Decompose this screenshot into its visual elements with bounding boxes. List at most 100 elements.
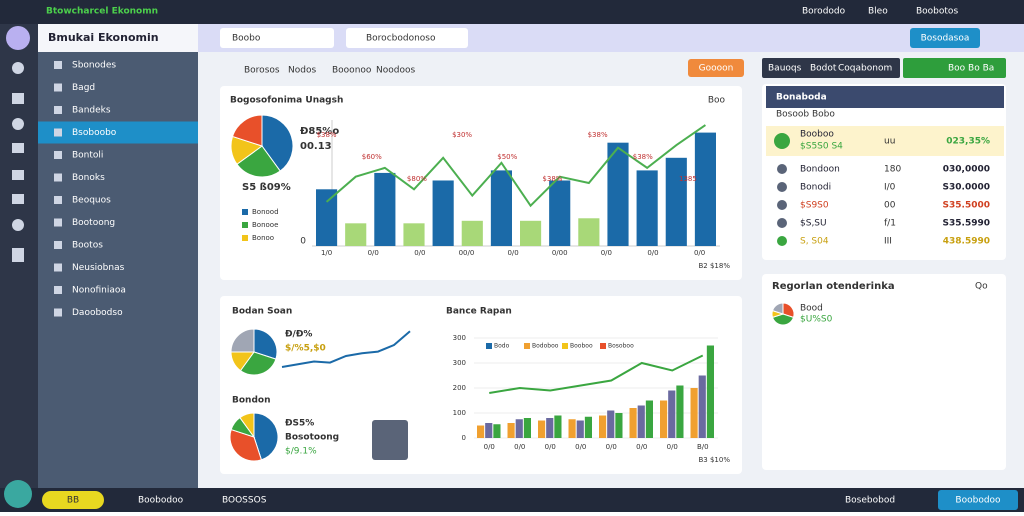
line — [489, 354, 704, 394]
stat: 00.13 — [300, 141, 332, 152]
bar — [645, 400, 653, 438]
card-title: Bondon — [232, 396, 270, 406]
row-icon — [777, 164, 787, 174]
stat: $/%5,$0 — [285, 344, 326, 354]
sidebar-item[interactable]: Beoquos — [72, 196, 111, 206]
topbar — [0, 0, 1024, 24]
bar — [403, 223, 425, 246]
pie-slice — [253, 412, 279, 461]
sidebar-item[interactable]: Bandeks — [72, 106, 111, 116]
bar — [578, 218, 600, 246]
toolbar-select[interactable] — [220, 28, 334, 48]
active-item — [38, 121, 198, 144]
item-icon — [54, 241, 62, 249]
item-icon — [54, 106, 62, 114]
tab[interactable]: Bauoqs — [768, 64, 802, 74]
tab[interactable]: Borosos — [244, 66, 280, 76]
pie-slice — [771, 302, 784, 315]
sidebar-item[interactable]: Daoobodso — [72, 308, 123, 318]
bar-label: $38% — [633, 153, 653, 161]
button-label: Boo Bo Ba — [948, 64, 994, 74]
row-value: 438.5990 — [943, 237, 990, 247]
bar — [694, 132, 716, 246]
pie-slice — [253, 328, 278, 360]
bottom-pill[interactable] — [42, 491, 104, 509]
button-label: Boobodoo — [955, 496, 1001, 506]
sidebar-item[interactable]: Neusiobnas — [72, 263, 125, 273]
sidebar-item[interactable]: Bootos — [72, 241, 103, 251]
bar — [554, 415, 562, 438]
toolbar-button[interactable] — [910, 28, 980, 48]
legend-text: Bodoboo — [532, 343, 559, 350]
stat: S5 ß09% — [242, 182, 291, 193]
search-box[interactable] — [346, 28, 468, 48]
button-label: Bosodasoa — [921, 34, 970, 44]
sidebar-item[interactable]: Bagd — [72, 83, 95, 93]
top-link: Bleo — [868, 7, 888, 17]
sidebar-item[interactable]: Bontoli — [72, 151, 103, 161]
x-tick-label: B/0 — [697, 443, 709, 451]
brand: Btowcharcel Ekonomn — [46, 7, 158, 17]
y-tick-label: 100 — [453, 409, 466, 417]
legend-swatch — [562, 343, 568, 349]
tab[interactable]: Nodos — [288, 66, 316, 76]
bar — [523, 418, 531, 438]
sidebar-title: Bmukai Ekonomin — [48, 31, 159, 44]
bottom-item: Boobodoo — [138, 496, 184, 506]
bar — [629, 408, 637, 438]
item-icon — [54, 218, 62, 227]
toolbar — [198, 24, 1024, 52]
list-header — [766, 86, 1004, 108]
x-tick-label: 0/0 — [575, 443, 586, 451]
card-title: Regorlan otenderinka — [772, 281, 895, 292]
highlight-row — [766, 126, 1004, 156]
legend-swatch — [524, 343, 530, 349]
bar — [660, 400, 668, 438]
x-tick-label: 0/0 — [601, 249, 612, 257]
row-value: S30.0000 — [943, 183, 990, 193]
bar — [515, 419, 523, 438]
right-tabs — [762, 58, 900, 78]
row-name: Bonodi — [800, 183, 831, 193]
bottom-button[interactable] — [938, 490, 1018, 510]
sidebar-item[interactable]: Sbonodes — [72, 61, 116, 71]
stat: $/9.1% — [285, 447, 317, 457]
sidebar-item[interactable]: Nonofiniaoa — [72, 286, 126, 296]
card-menu[interactable]: Qo — [975, 282, 988, 292]
row-icon — [777, 182, 787, 192]
stat: Ð85%o — [300, 126, 339, 137]
tab[interactable]: Booonoo — [332, 66, 372, 76]
right-button[interactable] — [903, 58, 1006, 78]
bar — [493, 424, 501, 438]
bar — [615, 413, 623, 438]
bar — [599, 415, 607, 438]
bar — [520, 220, 542, 246]
sidebar-item[interactable]: Bsoboobo — [72, 128, 117, 138]
bar — [607, 410, 615, 438]
bar — [477, 425, 485, 438]
x-tick-label: 1/0 — [321, 249, 332, 257]
top-link: Borododo — [802, 7, 846, 17]
card-title: Bance Rapan — [446, 307, 512, 317]
row-mid: I/0 — [884, 183, 896, 193]
sidebar-item[interactable]: Bootoong — [72, 218, 115, 228]
rail-icons — [12, 62, 24, 262]
bar-label: $60% — [362, 153, 382, 161]
tab[interactable]: Bodot — [810, 64, 837, 74]
y-tick-label: 200 — [453, 384, 466, 392]
chart-footer: B3 $10% — [699, 456, 731, 464]
action-button[interactable] — [688, 59, 744, 77]
pie-slice — [231, 114, 263, 147]
row-sub: $S5S0 S4 — [800, 142, 843, 152]
row-mid: uu — [884, 137, 895, 147]
card-title: Bodan Soan — [232, 307, 292, 317]
tab[interactable]: Coqabonom — [838, 64, 892, 74]
y-tick-label: 0 — [300, 237, 306, 247]
sidebar-item[interactable]: Bonoks — [72, 173, 105, 183]
bottom-text: Bosebobod — [845, 496, 895, 506]
tab[interactable]: Noodoos — [376, 66, 415, 76]
bar-label: $38% — [588, 131, 608, 139]
x-tick-label: 0/0 — [545, 443, 556, 451]
item-icon — [54, 128, 62, 137]
card-menu[interactable]: Boo — [708, 96, 726, 106]
